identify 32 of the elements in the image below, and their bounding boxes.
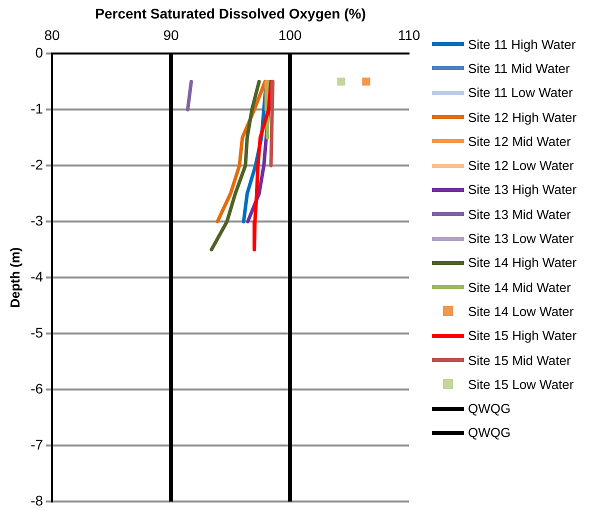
legend-label: QWQG <box>468 425 511 440</box>
y-tick-label: -6 <box>30 380 44 396</box>
y-tick-label: -2 <box>30 156 44 172</box>
x-tick-label: 100 <box>278 27 302 44</box>
y-tick-label: -8 <box>30 492 44 508</box>
legend-label: Site 11 Mid Water <box>468 60 570 76</box>
legend-label: Site 11 High Water <box>468 36 576 52</box>
y-tick-label: -4 <box>30 268 44 284</box>
y-tick-label: -7 <box>30 436 44 452</box>
legend-label: Site 12 Mid Water <box>468 134 571 149</box>
y-axis-title: Depth (m) <box>7 247 22 308</box>
legend-label: QWQG <box>468 401 511 416</box>
x-tick-label: 110 <box>398 27 420 44</box>
x-axis-title: Percent Saturated Dissolved Oxygen (%) <box>95 5 366 22</box>
legend-label: Site 14 Low Water <box>468 304 574 319</box>
legend-label: Site 14 Mid Water <box>468 280 571 295</box>
legend-label: Site 13 High Water <box>468 182 577 198</box>
x-tick-label: 80 <box>44 27 60 44</box>
y-tick-label: -3 <box>30 212 44 228</box>
y-tick-label: 0 <box>35 44 44 60</box>
legend-label: Site 13 Mid Water <box>468 206 571 222</box>
x-tick-label: 90 <box>163 27 180 44</box>
legend-label: Site 12 Low Water <box>468 158 574 174</box>
legend-label: Site 13 Low Water <box>468 231 574 246</box>
legend-label: Site 15 Low Water <box>468 376 574 392</box>
y-tick-label: -1 <box>30 100 44 116</box>
legend-label: Site 14 High Water <box>468 255 577 270</box>
legend-label: Site 15 High Water <box>468 328 577 344</box>
legend-label: Site 15 Mid Water <box>468 352 571 368</box>
legend-label: Site 12 High Water <box>468 110 577 125</box>
y-tick-label: -5 <box>30 324 44 340</box>
legend-label: Site 11 Low Water <box>468 85 573 100</box>
